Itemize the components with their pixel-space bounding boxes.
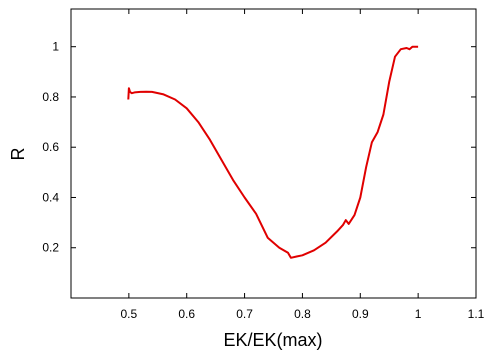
x-tick-label: 1.1 [468,307,485,321]
x-tick-labels: 0.5 0.6 0.7 0.8 0.9 1 1.1 [121,307,485,321]
x-tick-label: 0.6 [178,307,195,321]
x-tick-label: 0.9 [352,307,369,321]
y-axis-title: R [8,148,28,161]
axis-ticks [71,9,477,298]
x-tick-label: 1 [415,307,422,321]
y-tick-label: 0.2 [42,241,59,255]
y-tick-label: 0.6 [42,140,59,154]
y-tick-label: 1 [52,40,59,54]
plot-frame [70,8,477,299]
x-axis-title: EK/EK(max) [223,330,322,350]
x-tick-label: 0.5 [121,307,138,321]
y-tick-label: 0.4 [42,190,59,204]
series-group [127,45,419,259]
x-tick-label: 0.8 [294,307,311,321]
series-line [127,45,419,259]
x-tick-label: 0.7 [236,307,253,321]
y-tick-label: 0.8 [42,90,59,104]
y-tick-labels: 0.2 0.4 0.6 0.8 1 [42,40,59,255]
